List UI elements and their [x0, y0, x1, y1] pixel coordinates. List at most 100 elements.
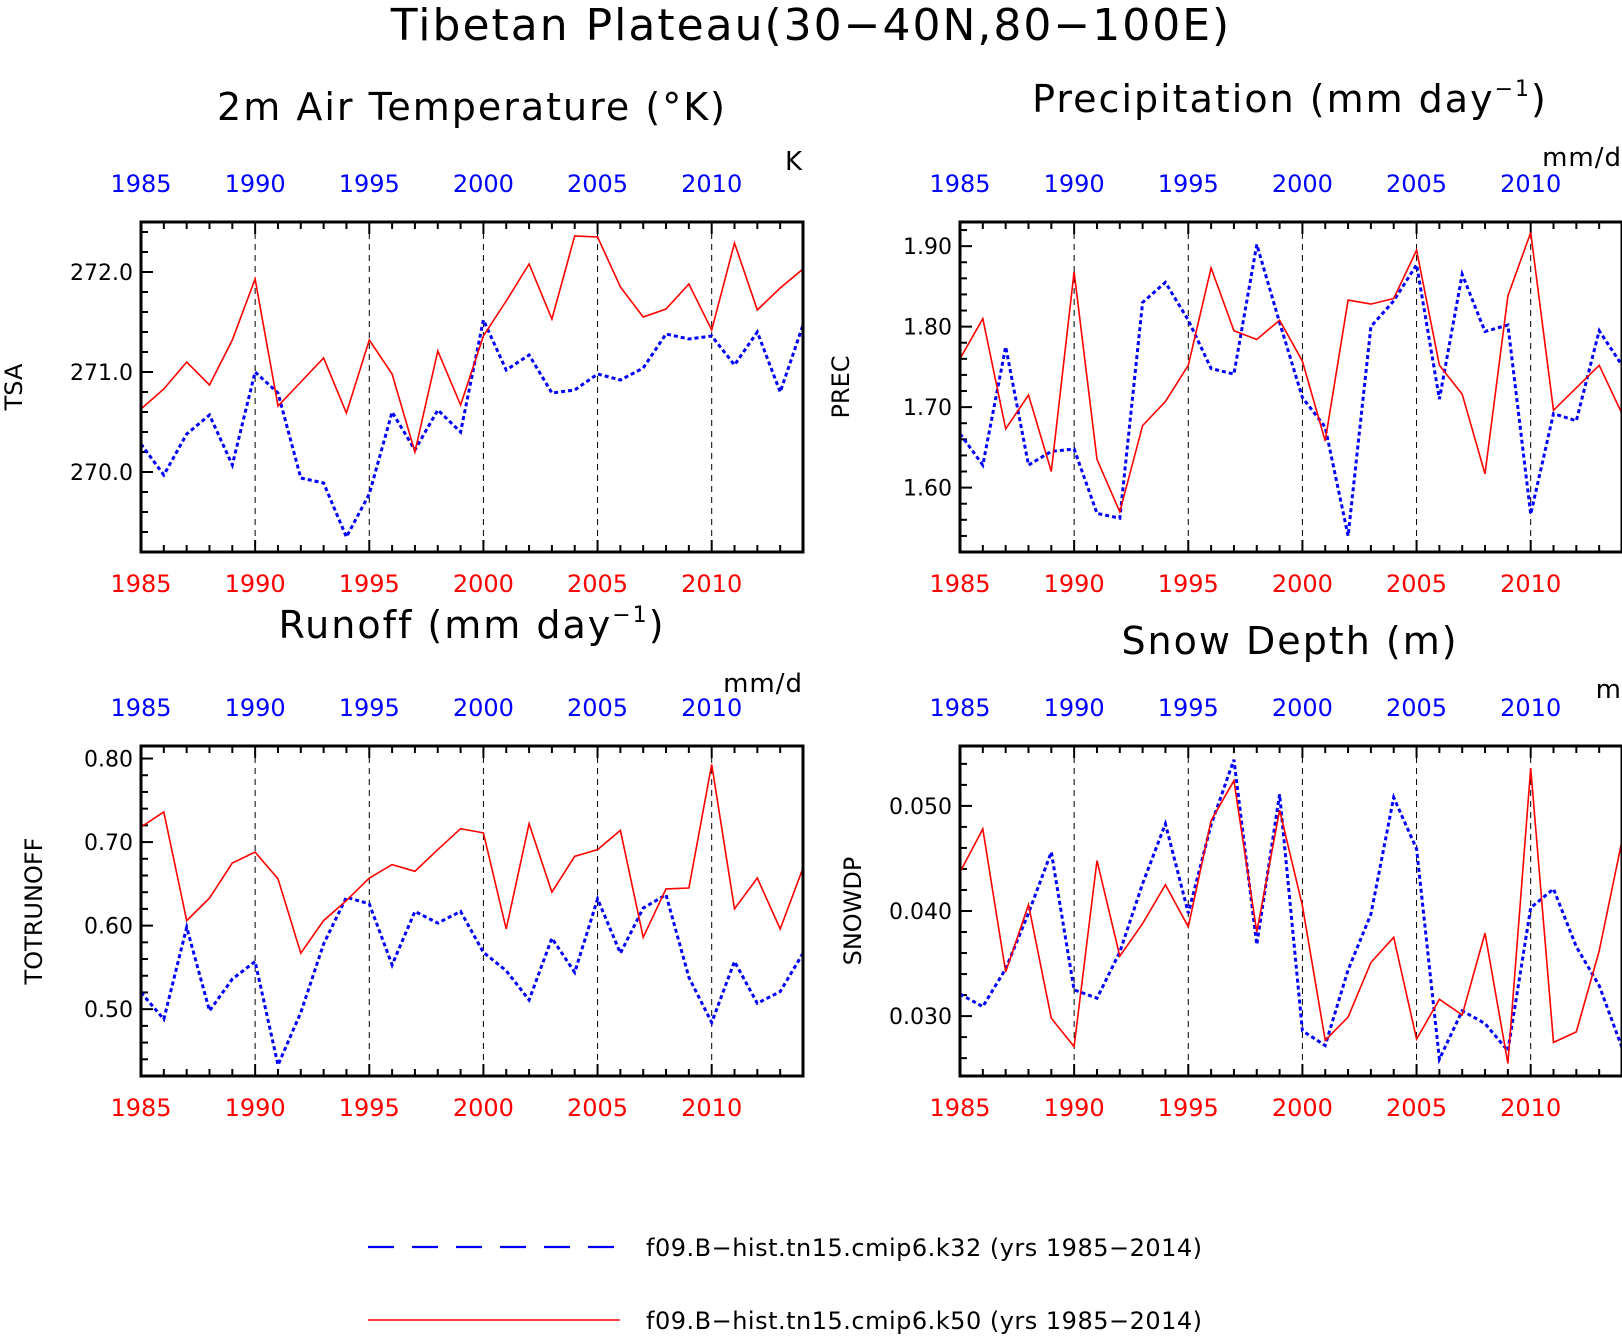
- x-tick-label-top: 1990: [225, 170, 286, 198]
- series-k50-line: [140, 235, 804, 456]
- x-tick-label-top: 1995: [339, 170, 400, 198]
- series-k32-line: [139, 315, 805, 541]
- x-tick-label-top: 2000: [1272, 170, 1333, 198]
- x-tick-label-bottom: 2010: [1500, 570, 1561, 598]
- y-tick-label: 0.50: [84, 998, 133, 1023]
- y-tick-label: 271.0: [70, 361, 133, 386]
- x-tick-label-top: 1990: [1044, 170, 1105, 198]
- panel-runoff: Runoff (mm day−1) mm/d 1985 1985 1990 1990 199…: [20, 603, 805, 1122]
- plot-frame: [139, 220, 805, 554]
- panel-precipitation: Precipitation (mm day−1) mm/d 1985 1985 1990…: [827, 77, 1622, 598]
- panel-title-close: ): [1531, 77, 1548, 121]
- series-k50-line: [959, 768, 1622, 1064]
- units-label: m: [1596, 675, 1622, 705]
- plot-frame: [958, 744, 1622, 1078]
- y-tick-label: 0.050: [889, 795, 952, 820]
- x-tick-label-top: 1995: [1158, 170, 1219, 198]
- panel-title: Snow Depth (m): [1121, 619, 1458, 663]
- series-k32-line: [959, 759, 1622, 1065]
- y-tick-label: 0.040: [889, 900, 952, 925]
- y-axis-label: TSA: [0, 363, 28, 411]
- figure-title: Tibetan Plateau(30−40N,80−100E): [390, 0, 1232, 51]
- x-tick-label-bottom: 1985: [929, 1094, 990, 1122]
- x-tick-label-bottom: 2000: [453, 1094, 514, 1122]
- units-label: mm/d: [1542, 143, 1622, 173]
- y-tick-label: 0.60: [84, 915, 133, 940]
- x-tick-label-top: 2005: [567, 694, 628, 722]
- panel-snow-depth: Snow Depth (m) m 1985 1985 1990 1990 1995 1995 2…: [839, 619, 1622, 1122]
- series-k50-line: [959, 232, 1622, 515]
- x-tick-label-top: 1985: [929, 694, 990, 722]
- x-tick-label-top: 1990: [1044, 694, 1105, 722]
- x-tick-label-bottom: 2010: [1500, 1094, 1561, 1122]
- series-k32-line: [139, 892, 805, 1070]
- y-tick-label: 1.90: [903, 235, 952, 260]
- x-tick-label-bottom: 2010: [681, 1094, 742, 1122]
- x-tick-label-bottom: 2005: [1386, 570, 1447, 598]
- x-tick-label-top: 1995: [339, 694, 400, 722]
- units-label: mm/d: [723, 669, 803, 699]
- x-tick-label-bottom: 2005: [567, 570, 628, 598]
- x-tick-label-bottom: 1995: [1158, 570, 1219, 598]
- panel-title-close: ): [649, 603, 666, 647]
- x-tick-label-top: 2005: [1386, 170, 1447, 198]
- series-k50-line: [140, 764, 804, 956]
- x-tick-label-bottom: 2005: [567, 1094, 628, 1122]
- panel-title-text: 2m Air Temperature (°K): [217, 85, 727, 129]
- x-tick-label-bottom: 1985: [929, 570, 990, 598]
- x-tick-label-top: 1985: [929, 170, 990, 198]
- x-tick-label-bottom: 2010: [681, 570, 742, 598]
- x-tick-label-bottom: 1990: [1044, 1094, 1105, 1122]
- x-tick-label-top: 1985: [110, 694, 171, 722]
- y-tick-label: 0.030: [889, 1005, 952, 1030]
- y-axis-label: PREC: [827, 355, 855, 418]
- x-tick-label-bottom: 1990: [225, 1094, 286, 1122]
- plot-frame: [139, 744, 805, 1078]
- units-label: K: [785, 147, 803, 177]
- panel-title: Precipitation (mm day−1): [1032, 77, 1548, 121]
- x-tick-label-bottom: 1990: [1044, 570, 1105, 598]
- x-tick-label-bottom: 2005: [1386, 1094, 1447, 1122]
- panel-title-text: Precipitation (mm day: [1032, 77, 1494, 121]
- x-tick-label-top: 1990: [225, 694, 286, 722]
- y-tick-label: 1.60: [903, 477, 952, 502]
- x-tick-label-top: 2010: [681, 170, 742, 198]
- x-tick-label-bottom: 2000: [1272, 1094, 1333, 1122]
- y-tick-label: 270.0: [70, 461, 133, 486]
- x-tick-label-top: 1985: [110, 170, 171, 198]
- legend-label: f09.B−hist.tn15.cmip6.k32 (yrs 1985−2014…: [646, 1234, 1203, 1262]
- x-tick-label-top: 2000: [453, 170, 514, 198]
- series-k32-line: [958, 244, 1622, 537]
- panel-title-text: Snow Depth (m): [1121, 619, 1458, 663]
- x-tick-label-bottom: 2000: [1272, 570, 1333, 598]
- x-tick-label-top: 2010: [1500, 694, 1561, 722]
- x-tick-label-top: 2005: [567, 170, 628, 198]
- panel-title-superscript: −1: [1495, 77, 1531, 102]
- panel-title-text: Runoff (mm day: [278, 603, 612, 647]
- y-tick-label: 0.80: [84, 748, 133, 773]
- panel-title: 2m Air Temperature (°K): [217, 85, 727, 129]
- x-tick-label-bottom: 1990: [225, 570, 286, 598]
- legend: f09.B−hist.tn15.cmip6.k32 (yrs 1985−2014…: [368, 1234, 1203, 1335]
- panel-title-superscript: −1: [612, 603, 648, 628]
- y-axis-label: SNOWDP: [839, 857, 867, 966]
- y-tick-label: 1.70: [903, 396, 952, 421]
- x-tick-label-top: 2000: [453, 694, 514, 722]
- panel-title: Runoff (mm day−1): [278, 603, 665, 647]
- y-axis-label: TOTRUNOFF: [20, 838, 48, 986]
- x-tick-label-bottom: 2000: [453, 570, 514, 598]
- x-tick-label-top: 2010: [681, 694, 742, 722]
- y-tick-label: 1.80: [903, 316, 952, 341]
- x-tick-label-top: 2005: [1386, 694, 1447, 722]
- x-tick-label-bottom: 1985: [110, 570, 171, 598]
- x-tick-label-top: 2000: [1272, 694, 1333, 722]
- x-tick-label-bottom: 1985: [110, 1094, 171, 1122]
- y-tick-label: 0.70: [84, 831, 133, 856]
- x-tick-label-bottom: 1995: [339, 1094, 400, 1122]
- x-tick-label-top: 1995: [1158, 694, 1219, 722]
- y-tick-label: 272.0: [70, 261, 133, 286]
- x-tick-label-bottom: 1995: [1158, 1094, 1219, 1122]
- x-tick-label-bottom: 1995: [339, 570, 400, 598]
- plot-frame: [958, 220, 1622, 554]
